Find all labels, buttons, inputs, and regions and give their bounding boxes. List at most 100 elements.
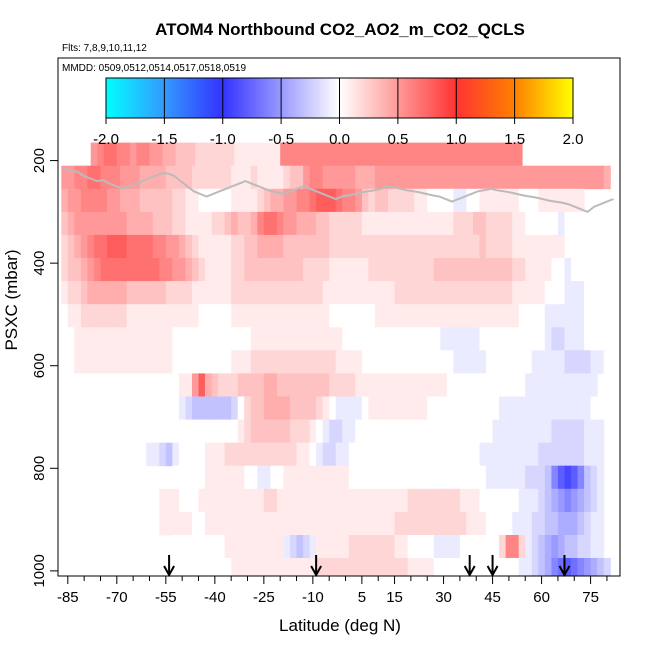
heatmap-cell: [551, 327, 559, 351]
heatmap-cell: [126, 350, 134, 374]
heatmap-cell: [361, 558, 369, 576]
heatmap-cell: [492, 535, 500, 559]
heatmap-cell: [388, 488, 396, 513]
heatmap-cell: [218, 488, 226, 513]
heatmap-cell: [185, 281, 193, 305]
heatmap-cell: [479, 558, 487, 576]
heatmap-cell: [433, 558, 441, 576]
heatmap-cell: [159, 373, 167, 397]
heatmap-cell: [355, 327, 363, 351]
heatmap-cell: [427, 465, 435, 490]
heatmap-cell: [185, 511, 193, 536]
heatmap-cell: [394, 373, 402, 397]
heatmap-cell: [237, 488, 245, 513]
heatmap-cell: [564, 350, 572, 374]
heatmap-cell: [205, 558, 213, 576]
heatmap-cell: [231, 234, 239, 259]
heatmap-cell: [237, 442, 245, 467]
heatmap-cell: [329, 419, 337, 444]
x-tick-label: -40: [204, 589, 226, 606]
heatmap-cell: [231, 535, 239, 559]
heatmap-cell: [486, 511, 494, 536]
heatmap-cell: [263, 396, 271, 420]
heatmap-cell: [544, 211, 552, 236]
heatmap-cell: [198, 165, 206, 190]
y-tick-label: 1000: [31, 554, 48, 587]
heatmap-cell: [133, 281, 141, 305]
heatmap-cell: [237, 165, 245, 190]
colorbar-tick-label: 0.5: [387, 131, 408, 148]
heatmap-cell: [499, 188, 507, 213]
heatmap-cell: [283, 258, 291, 282]
heatmap-cell: [446, 535, 454, 559]
heatmap-cell: [453, 442, 461, 467]
heatmap-cell: [473, 304, 481, 328]
heatmap-cell: [446, 373, 454, 397]
heatmap-cell: [486, 373, 494, 397]
heatmap-cell: [290, 511, 298, 536]
heatmap-cell: [263, 465, 271, 490]
heatmap-cell: [172, 304, 180, 328]
heatmap-cell: [414, 465, 422, 490]
heatmap-cell: [348, 258, 356, 282]
heatmap-cell: [283, 396, 291, 420]
heatmap-cell: [100, 373, 108, 397]
heatmap-cell: [459, 465, 467, 490]
heatmap-cell: [303, 396, 311, 420]
heatmap-cell: [74, 396, 82, 420]
heatmap-cell: [296, 511, 304, 536]
heatmap-cell: [388, 165, 396, 190]
heatmap-cell: [473, 535, 481, 559]
heatmap-cell: [309, 350, 317, 374]
heatmap-cell: [322, 419, 330, 444]
heatmap-cell: [453, 234, 461, 259]
x-tick-label: 5: [358, 589, 366, 606]
heatmap-cell: [525, 281, 533, 305]
heatmap-cell: [361, 234, 369, 259]
heatmap-cell: [296, 188, 304, 213]
heatmap-cell: [185, 258, 193, 282]
heatmap-cell: [394, 327, 402, 351]
heatmap-cell: [381, 304, 389, 328]
heatmap-cell: [557, 419, 565, 444]
heatmap-cell: [342, 511, 350, 536]
heatmap-cell: [459, 281, 467, 305]
heatmap-cell: [368, 488, 376, 513]
heatmap-cell: [335, 419, 343, 444]
heatmap-cell: [499, 165, 507, 190]
heatmap-cell: [551, 304, 559, 328]
heatmap-cell: [557, 234, 565, 259]
heatmap-cell: [250, 511, 258, 536]
heatmap-cell: [433, 350, 441, 374]
heatmap-cell: [309, 165, 317, 190]
heatmap-cell: [342, 442, 350, 467]
heatmap-cell: [126, 165, 134, 190]
heatmap-cell: [420, 327, 428, 351]
heatmap-cell: [165, 327, 173, 351]
heatmap-cell: [453, 535, 461, 559]
heatmap-cell: [205, 350, 213, 374]
heatmap-cell: [107, 188, 115, 213]
heatmap-cell: [531, 535, 539, 559]
heatmap-cell: [466, 442, 474, 467]
heatmap-cell: [74, 304, 82, 328]
heatmap-cell: [244, 281, 252, 305]
heatmap-cell: [374, 165, 382, 190]
heatmap-cell: [188, 142, 196, 167]
heatmap-cell: [518, 535, 526, 559]
heatmap-cell: [394, 234, 402, 259]
heatmap-cell: [571, 419, 579, 444]
heatmap-cell: [250, 488, 258, 513]
heatmap-cell: [603, 350, 611, 374]
heatmap-cell: [178, 211, 186, 236]
heatmap-cell: [205, 234, 213, 259]
heatmap-cell: [80, 304, 88, 328]
heatmap-cell: [211, 558, 219, 576]
heatmap-cell: [603, 304, 611, 328]
heatmap-cell: [453, 350, 461, 374]
heatmap-cell: [433, 535, 441, 559]
heatmap-cell: [159, 511, 167, 536]
heatmap-cell: [571, 396, 579, 420]
heatmap-cell: [544, 304, 552, 328]
heatmap-cell: [270, 350, 278, 374]
